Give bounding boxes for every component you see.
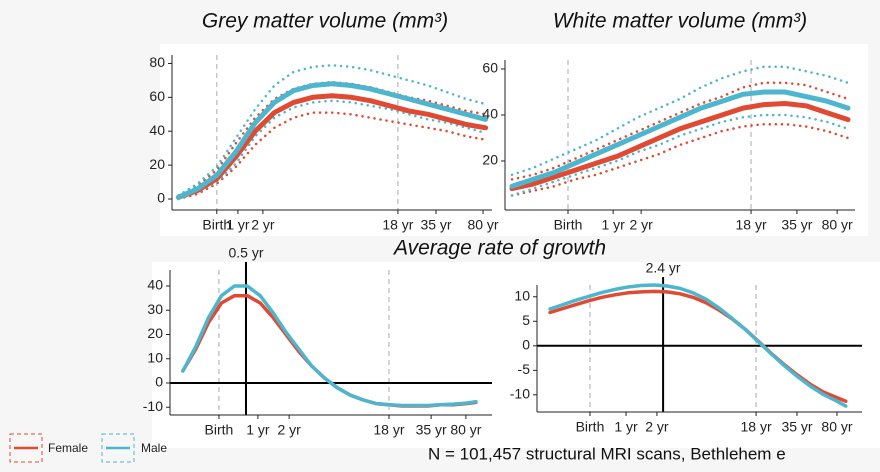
- y-tick-label: 5: [522, 312, 530, 328]
- y-tick-label: 60: [482, 60, 498, 76]
- y-tick-label: 40: [147, 277, 163, 293]
- y-tick-label: 20: [482, 152, 498, 168]
- x-tick-label: 2 yr: [251, 217, 275, 233]
- x-tick-label: 80 yr: [467, 217, 498, 233]
- lower-bound: [177, 99, 487, 201]
- y-tick-label: 40: [149, 122, 165, 138]
- y-tick-label: 10: [147, 349, 163, 365]
- peak-label: 0.5 yr: [228, 245, 263, 261]
- x-tick-label: 18 yr: [740, 419, 771, 435]
- x-tick-label: 18 yr: [373, 422, 404, 438]
- x-tick-label: 35 yr: [781, 419, 812, 435]
- legend-label: Male: [141, 441, 167, 455]
- panel-bg: [500, 44, 868, 236]
- legend-box: [9, 433, 43, 463]
- panel-bg: [160, 44, 500, 236]
- x-tick-label: 35 yr: [781, 217, 812, 233]
- upper-bound: [510, 65, 850, 177]
- series-line: [509, 101, 851, 192]
- x-tick-label: 35 yr: [416, 422, 447, 438]
- chart-title: White matter volume (mm³): [553, 10, 807, 33]
- upper-bound: [177, 80, 487, 197]
- lower-bound: [510, 113, 850, 197]
- y-tick-label: -10: [510, 386, 530, 402]
- x-tick-label: 80 yr: [821, 419, 852, 435]
- upper-bound: [510, 81, 850, 181]
- x-tick-label: 1 yr: [226, 217, 250, 233]
- peak-label: 2.4 yr: [646, 260, 681, 276]
- y-tick-label: 0: [522, 337, 530, 353]
- y-tick-label: 30: [147, 301, 163, 317]
- legend-label: Female: [48, 441, 88, 455]
- x-tick-label: 1 yr: [601, 217, 625, 233]
- y-tick-label: 20: [147, 325, 163, 341]
- y-tick-label: 60: [149, 88, 165, 104]
- y-tick-label: 80: [149, 54, 165, 70]
- lower-bound: [177, 111, 487, 201]
- section-title: Average rate of growth: [392, 237, 606, 260]
- x-tick-label: 80 yr: [822, 217, 853, 233]
- x-tick-label: Birth: [202, 217, 231, 233]
- panel-bg: [152, 262, 880, 448]
- x-tick-label: Birth: [205, 422, 234, 438]
- series-line: [181, 284, 478, 408]
- x-tick-label: 80 yr: [450, 422, 481, 438]
- y-tick-label: 0: [155, 374, 163, 390]
- y-tick-label: 0: [157, 190, 165, 206]
- y-tick-label: 10: [514, 287, 530, 303]
- x-tick-label: 2 yr: [645, 419, 669, 435]
- lower-bound: [510, 122, 850, 197]
- y-tick-label: 40: [482, 106, 498, 122]
- y-tick-label: -10: [143, 398, 163, 414]
- x-tick-label: Birth: [576, 419, 605, 435]
- x-tick-label: 35 yr: [420, 217, 451, 233]
- series-line: [175, 81, 489, 200]
- x-tick-label: 18 yr: [382, 217, 413, 233]
- footnote: N = 101,457 structural MRI scans, Bethle…: [428, 444, 786, 463]
- x-tick-label: 2 yr: [277, 422, 301, 438]
- series-line: [548, 283, 848, 408]
- legend-box: [101, 433, 135, 463]
- x-tick-label: 2 yr: [629, 217, 653, 233]
- series-line: [509, 89, 851, 189]
- chart-title: Grey matter volume (mm³): [202, 10, 448, 33]
- y-tick-label: 20: [149, 156, 165, 172]
- y-tick-label: -5: [518, 361, 531, 377]
- x-tick-label: 1 yr: [246, 422, 270, 438]
- x-tick-label: Birth: [554, 217, 583, 233]
- x-tick-label: 18 yr: [735, 217, 766, 233]
- x-tick-label: 1 yr: [614, 419, 638, 435]
- series-line: [175, 93, 489, 200]
